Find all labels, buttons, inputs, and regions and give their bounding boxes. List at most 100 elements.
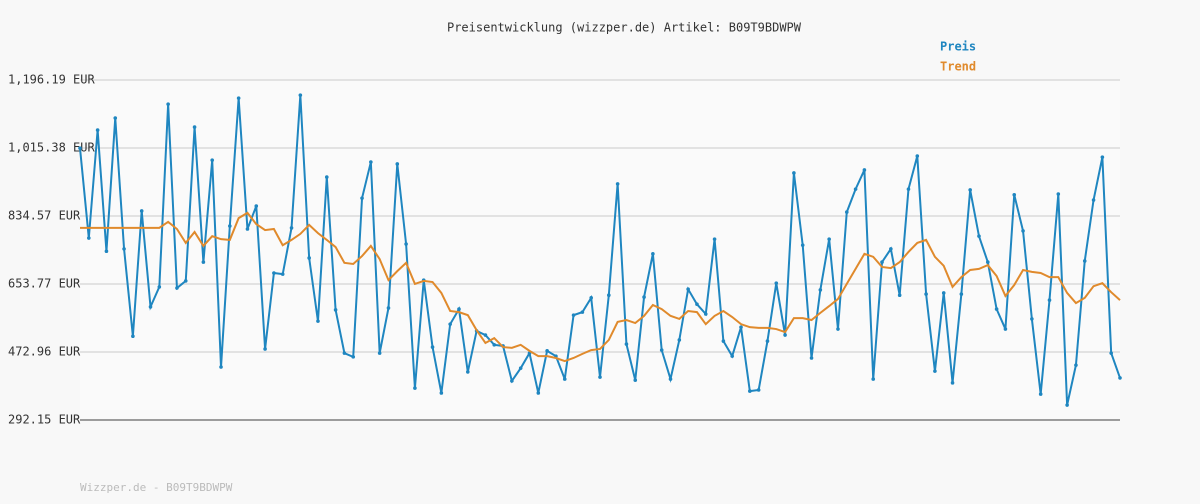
- point: [924, 292, 928, 296]
- point: [1100, 155, 1105, 159]
- point: [800, 243, 805, 247]
- point: [183, 279, 188, 283]
- point: [677, 338, 682, 342]
- point: [351, 355, 356, 359]
- point: [774, 281, 779, 285]
- point: [783, 333, 787, 337]
- y-tick-label: 653.77 EUR: [8, 276, 81, 290]
- point: [430, 345, 435, 349]
- point: [1012, 192, 1017, 197]
- point: [827, 237, 831, 241]
- point: [448, 322, 452, 326]
- point: [633, 378, 638, 382]
- point: [624, 342, 629, 346]
- point: [307, 256, 311, 260]
- point: [1065, 403, 1069, 407]
- chart-title: Preisentwicklung (wizzper.de) Artikel: B…: [447, 21, 802, 35]
- point: [465, 370, 470, 374]
- point: [589, 296, 593, 300]
- point: [404, 242, 408, 246]
- point: [642, 295, 646, 299]
- point: [836, 327, 840, 331]
- point: [95, 128, 100, 132]
- point: [977, 234, 981, 238]
- point: [1047, 298, 1052, 302]
- point: [1118, 376, 1122, 380]
- point: [1056, 192, 1061, 196]
- point: [245, 227, 250, 231]
- point: [941, 291, 946, 295]
- point: [889, 247, 893, 251]
- point: [342, 351, 347, 355]
- point: [1091, 198, 1096, 202]
- point: [809, 356, 814, 360]
- point: [792, 171, 796, 175]
- point: [871, 377, 876, 381]
- point: [933, 369, 937, 373]
- point: [131, 334, 135, 338]
- point: [651, 252, 655, 256]
- point: [148, 305, 153, 309]
- point: [439, 391, 444, 395]
- point: [333, 308, 338, 312]
- point: [880, 260, 884, 264]
- point: [219, 365, 223, 369]
- point: [571, 313, 576, 317]
- point: [139, 209, 144, 213]
- point: [201, 260, 206, 264]
- point: [765, 339, 770, 343]
- point: [844, 210, 849, 214]
- point: [862, 168, 867, 172]
- point: [413, 386, 417, 390]
- legend-label: Trend: [940, 60, 976, 74]
- point: [395, 162, 400, 166]
- point: [122, 247, 126, 251]
- point: [1003, 327, 1008, 331]
- point: [545, 349, 549, 353]
- series-line: [80, 211, 1121, 363]
- y-tick-label: 834.57 EUR: [8, 209, 81, 223]
- point: [818, 288, 823, 292]
- y-tick-label: 1,015.38 EUR: [8, 141, 95, 155]
- point: [492, 343, 497, 347]
- point: [236, 96, 241, 100]
- point: [289, 226, 294, 230]
- point: [483, 333, 488, 337]
- point: [562, 377, 567, 381]
- point: [377, 351, 382, 355]
- point: [739, 325, 743, 329]
- y-tick-label: 292.15 EUR: [8, 413, 81, 427]
- point: [968, 188, 972, 192]
- point: [985, 260, 990, 264]
- point: [263, 347, 267, 351]
- point: [950, 381, 955, 385]
- point: [360, 196, 364, 200]
- point: [324, 175, 329, 179]
- point: [1030, 317, 1034, 321]
- point: [192, 125, 197, 129]
- y-tick-label: 472.96 EUR: [8, 344, 81, 358]
- point: [853, 187, 858, 191]
- footer: Wizzper.de - B09T9BDWPW: [80, 481, 233, 494]
- point: [457, 307, 461, 311]
- point: [580, 310, 585, 314]
- point: [510, 379, 514, 383]
- point: [897, 293, 902, 297]
- point: [228, 224, 232, 228]
- point: [659, 348, 664, 352]
- point: [1082, 259, 1087, 263]
- point: [695, 302, 699, 307]
- point: [166, 102, 170, 106]
- plot-area: [80, 80, 1120, 420]
- point: [686, 287, 690, 291]
- point: [915, 154, 920, 158]
- point: [607, 293, 611, 297]
- point: [994, 307, 999, 311]
- point: [254, 204, 259, 208]
- point: [1074, 363, 1078, 367]
- point: [316, 319, 320, 323]
- point: [756, 388, 761, 392]
- point: [518, 366, 523, 370]
